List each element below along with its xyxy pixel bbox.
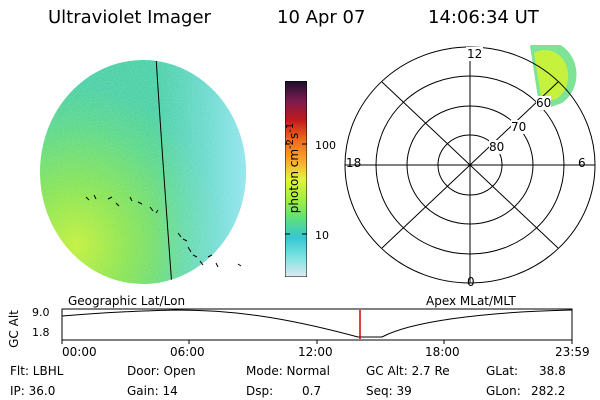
mlat-label-80: 80 xyxy=(489,140,505,154)
gc-alt-axis-label: GC Alt xyxy=(7,310,21,348)
dsp-value: 0.7 xyxy=(302,384,322,398)
mlat-label-70: 70 xyxy=(511,120,527,134)
seq-status: Seq: 39 xyxy=(366,384,412,398)
colorbar-unit-label: photon cm-2s-1 xyxy=(285,122,301,214)
mlt-label-0: 0 xyxy=(467,275,475,289)
mlt-label-18: 18 xyxy=(346,156,362,170)
xtick-2359: 23:59 xyxy=(555,345,590,359)
coastline-icon xyxy=(85,194,242,268)
glat-label: GLat: xyxy=(486,364,519,378)
gc-alt-status: GC Alt: 2.7 Re xyxy=(366,364,450,378)
mlt-label-6: 6 xyxy=(578,156,586,170)
ytick-top: 9.0 xyxy=(32,306,50,319)
gain-status: Gain: 14 xyxy=(127,384,178,398)
colorbar-tick-100: 100 xyxy=(315,139,336,152)
colorbar-tick-10: 10 xyxy=(315,229,329,242)
altitude-curve xyxy=(61,309,573,338)
apex-projection-label: Apex MLat/MLT xyxy=(426,294,516,308)
instrument-title: Ultraviolet Imager xyxy=(48,7,211,28)
status-panel: Flt: LBHL IP: 36.0 Door: Open Gain: 14 M… xyxy=(0,360,600,400)
terminator-line xyxy=(155,60,173,284)
mlat-label-60: 60 xyxy=(536,96,552,110)
xtick-0000: 00:00 xyxy=(62,345,97,359)
mode-status: Mode: Normal xyxy=(246,364,330,378)
title-bar: Ultraviolet Imager 10 Apr 07 14:06:34 UT xyxy=(0,7,600,31)
glon-value: 282.2 xyxy=(531,384,566,398)
geographic-projection-label: Geographic Lat/Lon xyxy=(68,294,186,308)
dsp-label: Dsp: xyxy=(246,384,274,398)
polar-diagonal-2 xyxy=(381,81,559,249)
ytick-bottom: 1.8 xyxy=(32,326,50,339)
uv-earth-image xyxy=(40,60,246,284)
glon-label: GLon: xyxy=(486,384,521,398)
time-label: 14:06:34 UT xyxy=(428,7,539,28)
xtick-0600: 06:00 xyxy=(170,345,205,359)
filter-status: Flt: LBHL xyxy=(10,364,64,378)
glat-value: 38.8 xyxy=(539,364,566,378)
altitude-timeline xyxy=(61,308,573,344)
xtick-1800: 18:00 xyxy=(425,345,460,359)
polar-mlat-mlt-plot xyxy=(344,45,596,284)
date-label: 10 Apr 07 xyxy=(277,7,366,28)
door-status: Door: Open xyxy=(127,364,196,378)
earth-disk xyxy=(40,60,246,284)
ip-status: IP: 36.0 xyxy=(10,384,56,398)
mlt-label-12: 12 xyxy=(466,47,484,61)
xtick-1200: 12:00 xyxy=(298,345,333,359)
